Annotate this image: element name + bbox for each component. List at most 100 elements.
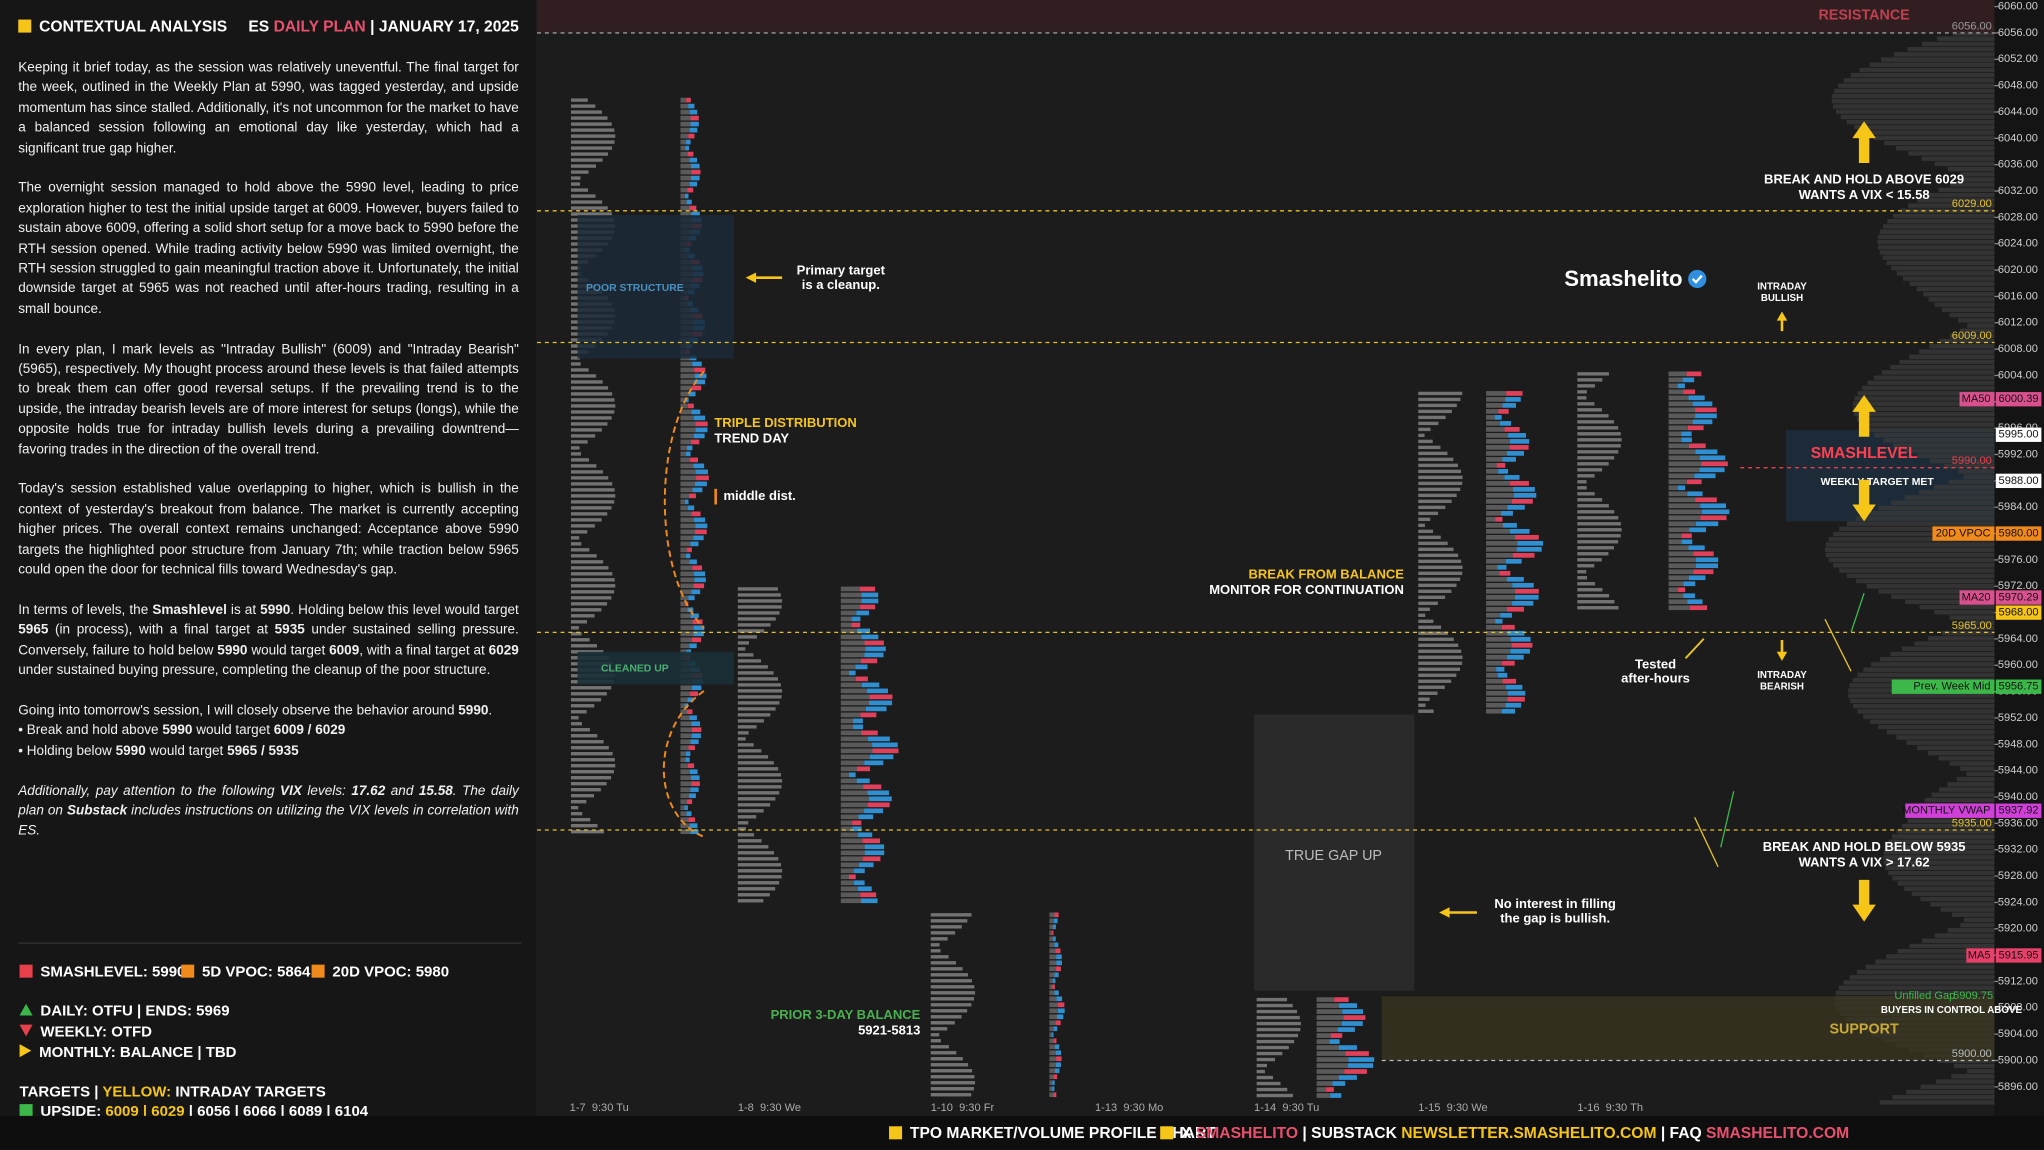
- volume-profile: [1923, 291, 1995, 297]
- tpo-letters: [1418, 703, 1426, 707]
- profile-bar: [1504, 475, 1520, 480]
- analysis-panel: CONTEXTUAL ANALYSIS ES DAILY PLAN | JANU…: [0, 0, 536, 1140]
- profile-bar: [680, 361, 693, 367]
- volume-profile: [1963, 917, 1995, 923]
- emphasis: Substack: [66, 804, 128, 819]
- profile-bar: [689, 823, 698, 829]
- volume-profile: [1843, 78, 1995, 83]
- volume-profile: [1853, 703, 1995, 709]
- profile-bar: [687, 697, 694, 703]
- profile-bar: [680, 427, 696, 433]
- profile-bar: [680, 583, 694, 589]
- tpo-letters: [1577, 600, 1615, 604]
- profile-bar: [840, 868, 854, 874]
- text-run: SMASHELITO: [1195, 1123, 1299, 1142]
- profile-bar: [691, 721, 701, 727]
- tpo-letters: [570, 380, 603, 384]
- profile-bar: [680, 739, 691, 745]
- profile-bar: [690, 457, 698, 463]
- profile-bar: [857, 886, 872, 892]
- profile-bar: [680, 535, 694, 541]
- tpo-letters: [570, 740, 604, 744]
- volume-profile: [1896, 735, 1995, 740]
- profile-bar: [859, 604, 876, 610]
- volume-profile: [1871, 662, 1995, 667]
- volume-profile: [1875, 959, 1995, 964]
- profile-bar: [1057, 1008, 1065, 1014]
- legend-label: 5D VPOC: 5864: [202, 964, 311, 981]
- profile-bar: [688, 595, 695, 601]
- volume-profile: [1849, 975, 1995, 980]
- tpo-letters: [1577, 528, 1622, 532]
- profile-bar: [680, 109, 690, 115]
- profile-bar: [1510, 648, 1530, 654]
- profile-bar: [1052, 978, 1056, 984]
- profile-bar: [688, 391, 696, 397]
- hint-line: [1850, 592, 1865, 633]
- text-run: SMASHELITO.COM: [1706, 1123, 1850, 1142]
- panel-title: CONTEXTUAL ANALYSIS: [18, 17, 227, 35]
- tpo-letters: [737, 899, 764, 903]
- text-run: • Holding below: [18, 743, 116, 759]
- tpo-letters: [1418, 583, 1457, 587]
- profile-bar: [1668, 521, 1696, 527]
- tpo-letters: [570, 530, 588, 534]
- volume-profile: [1949, 312, 1995, 318]
- profile-bar: [691, 211, 700, 217]
- profile-bar: [1486, 516, 1496, 522]
- tpo-letters: [1256, 1087, 1288, 1092]
- tpo-letters: [737, 605, 782, 609]
- footer-item: X SMASHELITO | SUBSTACK NEWSLETTER.SMASH…: [1160, 1124, 1849, 1142]
- profile-bar: [1049, 912, 1055, 918]
- tpo-letters: [737, 653, 754, 657]
- profile-bar: [840, 610, 857, 616]
- volume-profile: [1840, 114, 1995, 120]
- tpo-letters: [737, 695, 782, 699]
- volume-profile: [1891, 265, 1995, 271]
- y-tick-label: 6040.00: [1998, 132, 2038, 144]
- profile-bar: [1512, 552, 1535, 558]
- profile-bar: [687, 187, 694, 193]
- volume-profile: [1935, 1079, 1995, 1084]
- profile-bar: [1343, 1015, 1366, 1020]
- profile-bar: [691, 409, 701, 415]
- tpo-letters: [570, 500, 615, 504]
- tpo-letters: [570, 746, 609, 750]
- paragraph: Going into tomorrow's session, I will cl…: [18, 701, 519, 721]
- targets-title: TARGETS | YELLOW: INTRADAY TARGETS: [20, 1085, 326, 1101]
- y-tick-label: 5948.00: [1998, 738, 2038, 750]
- marker-value: 6000.39: [1999, 393, 2039, 405]
- tpo-letters: [1418, 565, 1463, 570]
- profile-bar: [680, 403, 688, 409]
- profile-bar: [1055, 1020, 1061, 1026]
- profile-bar: [840, 874, 850, 880]
- profile-bar: [1486, 666, 1497, 672]
- volume-profile: [1938, 1058, 1995, 1063]
- profile-bar: [680, 205, 690, 211]
- volume-profile: [1892, 1094, 1995, 1100]
- note: INTRADAY: [1757, 670, 1807, 681]
- profile-bar: [680, 733, 692, 739]
- profile-bar: [693, 379, 706, 385]
- tpo-letters: [1418, 403, 1457, 408]
- profile-bar: [867, 736, 890, 742]
- profile-bar: [680, 439, 691, 445]
- tpo-letters: [737, 689, 783, 693]
- gap-box: [1254, 714, 1415, 991]
- volume-profile: [1881, 57, 1995, 62]
- profile-bar: [858, 832, 873, 838]
- plan-name: DAILY PLAN: [273, 16, 366, 36]
- profile-bar: [861, 730, 878, 736]
- tpo-letters: [930, 1027, 948, 1031]
- volume-profile: [1911, 891, 1995, 897]
- profile-bar: [689, 127, 698, 133]
- profile-bar: [1486, 618, 1496, 624]
- profile-bar: [852, 718, 863, 724]
- volume-profile: [1896, 145, 1995, 151]
- volume-profile: [1904, 448, 1995, 453]
- volume-profile: [1834, 88, 1995, 94]
- level-label: 5990.00: [1952, 455, 1992, 467]
- profile-bar: [688, 493, 696, 499]
- state-icon: [19, 1023, 33, 1036]
